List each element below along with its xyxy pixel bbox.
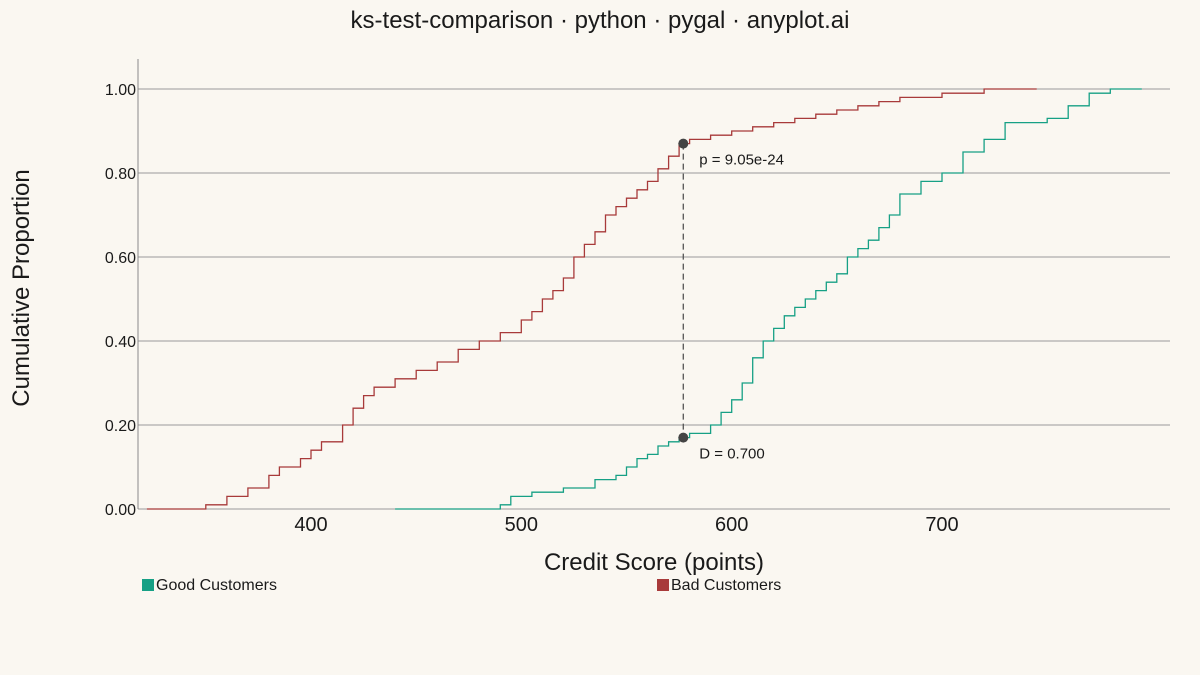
legend: Good Customers Bad Customers (142, 577, 781, 594)
annotation-layer: p = 9.05e-24 D = 0.700 (678, 138, 784, 463)
x-tick-label: 400 (294, 514, 327, 536)
d-statistic-label: D = 0.700 (699, 446, 764, 463)
legend-swatch-bad (657, 579, 669, 591)
series-line-bad-customers (146, 88, 1037, 510)
axis-layer: 0.00 0.20 0.40 0.60 0.80 1.00 400 500 600 700 (105, 59, 959, 536)
y-tick-label: 1.00 (105, 82, 136, 99)
series-layer (146, 88, 1142, 510)
x-tick-label: 700 (925, 514, 958, 536)
chart-title: ks-test-comparison · python · pygal · an… (351, 7, 850, 34)
y-tick-label: 0.00 (105, 502, 136, 519)
y-axis-label: Cumulative Proportion (8, 169, 35, 406)
y-tick-label: 0.40 (105, 334, 136, 351)
grid-layer (138, 88, 1170, 510)
y-tick-label: 0.80 (105, 166, 136, 183)
legend-label-good: Good Customers (156, 577, 277, 594)
x-tick-label: 500 (505, 514, 538, 536)
series-line-good-customers (395, 88, 1142, 510)
ks-point-high (678, 138, 689, 149)
legend-swatch-good (142, 579, 154, 591)
y-tick-label: 0.60 (105, 250, 136, 267)
ks-point-low (678, 432, 689, 443)
x-tick-label: 600 (715, 514, 748, 536)
legend-label-bad: Bad Customers (671, 577, 781, 594)
x-axis-label: Credit Score (points) (544, 549, 764, 576)
y-tick-label: 0.20 (105, 418, 136, 435)
p-value-label: p = 9.05e-24 (699, 152, 784, 169)
